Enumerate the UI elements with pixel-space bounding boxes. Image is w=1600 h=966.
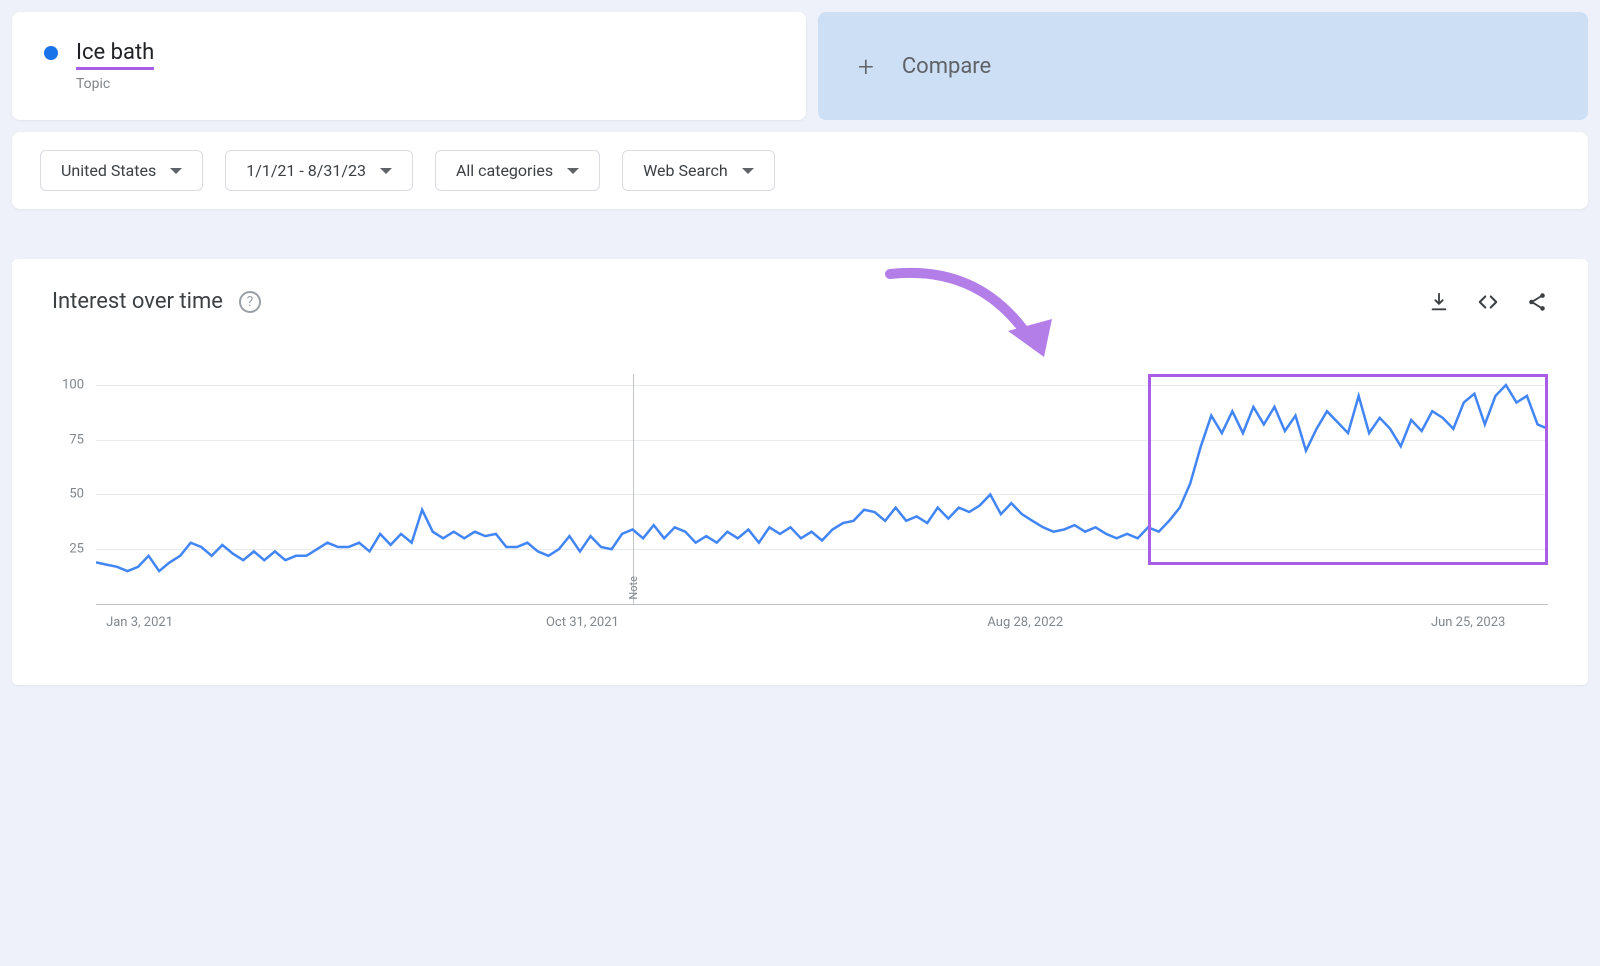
x-axis-labels: Jan 3, 2021 Oct 31, 2021 Aug 28, 2022 Jun 2… <box>96 615 1548 635</box>
compare-button[interactable]: + Compare <box>818 12 1588 120</box>
help-icon[interactable]: ? <box>239 291 261 313</box>
term-text-wrap: Ice bath Topic <box>76 40 154 92</box>
annotation-arrow <box>880 259 1060 379</box>
x-axis-label: Jun 25, 2023 <box>1431 615 1505 630</box>
chevron-down-icon <box>170 168 182 174</box>
search-term-title: Ice bath <box>76 40 154 70</box>
chevron-down-icon <box>567 168 579 174</box>
interest-over-time-card: Interest over time ? 255075100 Note Jan … <box>12 259 1588 685</box>
filter-timerange-label: 1/1/21 - 8/31/23 <box>246 161 366 180</box>
filter-search-type[interactable]: Web Search <box>622 150 775 191</box>
compare-label: Compare <box>902 54 991 79</box>
x-axis-baseline <box>96 604 1548 605</box>
chart-actions <box>1428 291 1548 313</box>
search-term-subtitle: Topic <box>76 76 154 92</box>
share-icon[interactable] <box>1526 291 1548 313</box>
filter-category-label: All categories <box>456 161 553 180</box>
y-axis-labels: 255075100 <box>52 374 92 604</box>
x-axis-label: Oct 31, 2021 <box>546 615 619 630</box>
chart-header: Interest over time ? <box>52 289 1548 314</box>
filter-timerange[interactable]: 1/1/21 - 8/31/23 <box>225 150 413 191</box>
chevron-down-icon <box>742 168 754 174</box>
filter-region[interactable]: United States <box>40 150 203 191</box>
download-icon[interactable] <box>1428 291 1450 313</box>
chart-title-wrap: Interest over time ? <box>52 289 261 314</box>
chevron-down-icon <box>380 168 392 174</box>
plus-icon: + <box>858 50 874 83</box>
filter-search-type-label: Web Search <box>643 161 728 180</box>
chart-title: Interest over time <box>52 289 223 314</box>
filter-category[interactable]: All categories <box>435 150 600 191</box>
chart-area: 255075100 Note Jan 3, 2021 Oct 31, 2021 Au… <box>52 374 1548 635</box>
search-terms-row: Ice bath Topic + Compare <box>12 12 1588 120</box>
filter-region-label: United States <box>61 161 156 180</box>
filters-bar: United States 1/1/21 - 8/31/23 All categ… <box>12 132 1588 209</box>
chart-plot: Note <box>96 374 1548 604</box>
x-axis-label: Jan 3, 2021 <box>106 615 173 630</box>
embed-icon[interactable] <box>1476 291 1500 313</box>
term-color-dot <box>44 46 58 60</box>
x-axis-label: Aug 28, 2022 <box>987 615 1063 630</box>
search-term-card[interactable]: Ice bath Topic <box>12 12 806 120</box>
